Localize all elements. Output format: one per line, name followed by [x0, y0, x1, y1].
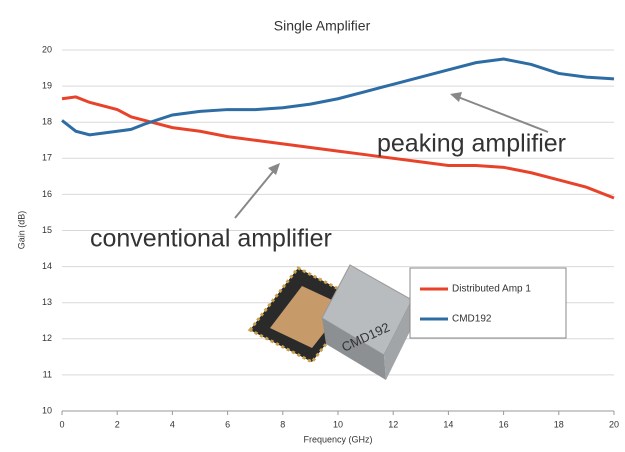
y-axis-label: Gain (dB) [16, 211, 26, 250]
y-tick-label: 15 [42, 225, 52, 235]
y-tick-label: 12 [42, 333, 52, 343]
x-tick-label: 14 [443, 419, 453, 429]
arrow-head [268, 163, 280, 175]
series-line [62, 59, 614, 135]
annotation: conventional amplifier [90, 225, 332, 253]
x-tick-label: 2 [115, 419, 120, 429]
legend-label: Distributed Amp 1 [452, 284, 531, 295]
chip-illustration: CMD192 [250, 265, 414, 380]
arrow-head [450, 92, 462, 102]
y-tick-label: 19 [42, 80, 52, 90]
y-tick-label: 20 [42, 44, 52, 54]
chart: Single Amplifier Frequency (GHz) Gain (d… [0, 0, 625, 452]
legend-label: CMD192 [452, 314, 492, 325]
x-tick-label: 6 [225, 419, 230, 429]
y-tick-label: 18 [42, 117, 52, 127]
legend [410, 268, 566, 338]
annotation: peaking amplifier [377, 130, 566, 158]
arrow [458, 97, 548, 132]
x-tick-label: 0 [59, 419, 64, 429]
arrow [235, 168, 276, 218]
chart-title: Single Amplifier [274, 18, 371, 34]
y-tick-label: 14 [42, 261, 52, 271]
y-tick-label: 10 [42, 405, 52, 415]
y-tick-label: 17 [42, 153, 52, 163]
x-tick-label: 18 [554, 419, 564, 429]
x-tick-label: 4 [170, 419, 175, 429]
x-tick-label: 20 [609, 419, 619, 429]
x-tick-label: 12 [388, 419, 398, 429]
plot [62, 59, 614, 198]
y-tick-label: 16 [42, 189, 52, 199]
x-tick-label: 8 [280, 419, 285, 429]
y-tick-label: 13 [42, 297, 52, 307]
x-tick-label: 16 [499, 419, 509, 429]
y-tick-label: 11 [43, 369, 52, 379]
x-axis-label: Frequency (GHz) [303, 434, 372, 444]
x-tick-label: 10 [333, 419, 343, 429]
